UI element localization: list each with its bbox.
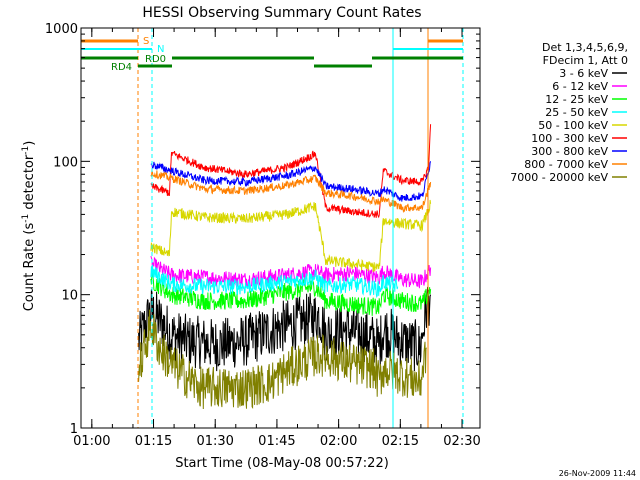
x-tick-label: 01:45 [258, 434, 295, 449]
decimation-label: RD0 [145, 54, 166, 65]
chart-title: HESSI Observing Summary Count Rates [142, 5, 421, 21]
series-line [150, 264, 399, 298]
y-axis-label-part: detector [22, 154, 37, 214]
legend-label: 12 - 25 keV [545, 93, 608, 106]
legend-label: 25 - 50 keV [545, 106, 608, 119]
y-tick-label: 1000 [45, 22, 78, 37]
legend-label: 50 - 100 keV [538, 119, 608, 132]
series-line [138, 309, 427, 410]
series-line [138, 286, 432, 372]
y-axis-label-sup: -1 [21, 214, 31, 223]
y-axis-label-part: Count Rate (s [22, 223, 37, 312]
series-line [150, 170, 432, 214]
axes: 1 10 100 1000 01:00 01:15 01:30 01:45 02:00 02:15… [45, 22, 481, 449]
legend-header-1: Det 1,3,4,5,6,9, [542, 41, 628, 54]
legend-label: 3 - 6 keV [559, 67, 608, 80]
y-axis-label: Count Rate (s-1 detector-1) [21, 141, 37, 312]
legend-label: 300 - 800 keV [531, 145, 608, 158]
y-axis-label-sup: -1 [21, 146, 31, 155]
series-line [150, 199, 432, 272]
x-tick-label: 02:15 [382, 434, 419, 449]
timestamp-footer: 26-Nov-2009 11:44 [559, 469, 636, 478]
night-label: N [157, 44, 164, 55]
x-tick-label: 01:00 [73, 434, 110, 449]
legend-label: 7000 - 20000 keV [510, 171, 608, 184]
x-tick-label: 01:30 [196, 434, 233, 449]
x-tick-label: 01:15 [135, 434, 172, 449]
legend-label: 800 - 7000 keV [524, 158, 608, 171]
x-tick-label: 02:30 [443, 434, 480, 449]
series-line [150, 124, 432, 219]
y-axis-label-part: ) [22, 141, 37, 146]
x-tick-label: 02:00 [320, 434, 357, 449]
y-tick-label: 1 [70, 422, 78, 437]
legend-label: 100 - 300 keV [531, 132, 608, 145]
series-line [150, 270, 432, 316]
decimation-label: RD4 [111, 62, 132, 73]
plot-frame [80, 27, 481, 429]
y-tick-label: 10 [61, 289, 78, 304]
legend-header-2: FDecim 1, Att 0 [543, 54, 628, 67]
series-layer [138, 124, 432, 410]
series-line [150, 161, 432, 202]
y-tick-label: 100 [53, 155, 78, 170]
x-axis-label: Start Time (08-May-08 00:57:22) [175, 456, 389, 471]
legend-label: 6 - 12 keV [552, 80, 608, 93]
saa-label: S [143, 36, 149, 47]
